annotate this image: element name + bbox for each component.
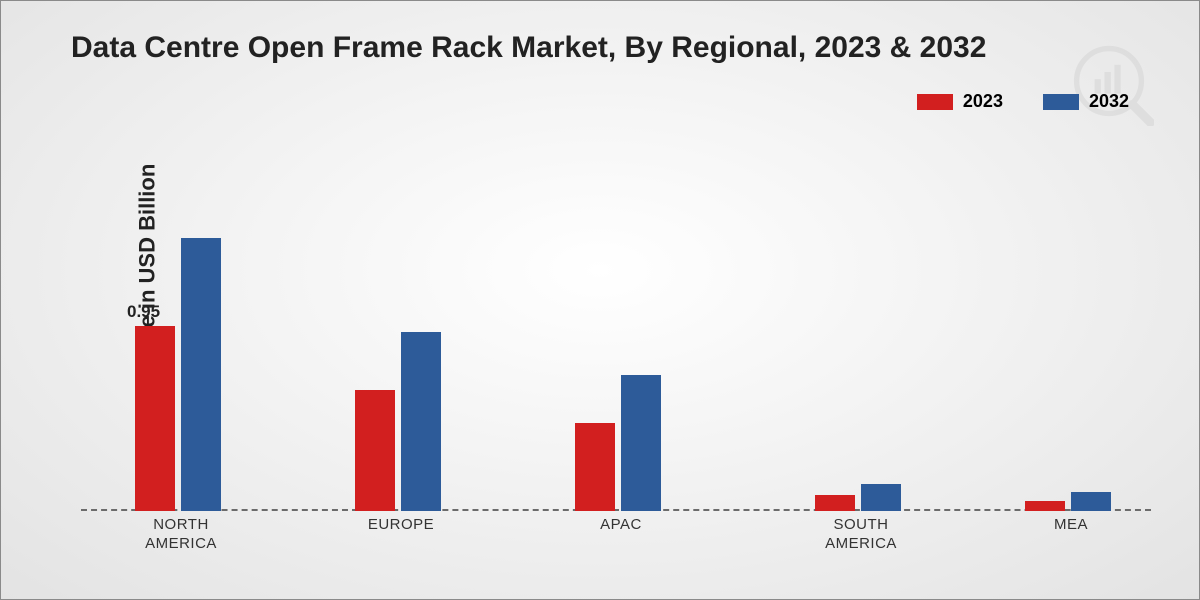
- x-tick-label: NORTH AMERICA: [111, 516, 251, 554]
- x-axis-ticks: NORTH AMERICA EUROPE APAC SOUTH AMERICA MEA: [81, 516, 1151, 576]
- x-tick-label: APAC: [551, 516, 691, 535]
- bar-2032: [181, 238, 221, 511]
- bar-2032: [621, 375, 661, 511]
- bar-2032: [861, 484, 901, 511]
- chart-canvas: Data Centre Open Frame Rack Market, By R…: [0, 0, 1200, 600]
- legend: 2023 2032: [917, 91, 1129, 112]
- legend-swatch-2023: [917, 94, 953, 110]
- x-tick-label: EUROPE: [331, 516, 471, 535]
- legend-item-2032: 2032: [1043, 91, 1129, 112]
- x-tick-label: SOUTH AMERICA: [791, 516, 931, 554]
- bar-2023: [355, 390, 395, 511]
- x-tick-label: MEA: [1001, 516, 1141, 535]
- legend-label-2023: 2023: [963, 91, 1003, 112]
- bar-2023: [815, 495, 855, 511]
- plot-area: 0.95: [81, 141, 1151, 511]
- watermark-logo-icon: [1064, 36, 1154, 126]
- legend-label-2032: 2032: [1089, 91, 1129, 112]
- bar-2023: [575, 423, 615, 511]
- bar-2023: [1025, 501, 1065, 511]
- x-axis-baseline: [81, 509, 1151, 511]
- legend-swatch-2032: [1043, 94, 1079, 110]
- legend-item-2023: 2023: [917, 91, 1003, 112]
- bar-value-label: 0.95: [127, 302, 160, 322]
- bar-2032: [401, 332, 441, 511]
- chart-title: Data Centre Open Frame Rack Market, By R…: [71, 31, 986, 65]
- bar-2023: [135, 326, 175, 511]
- bar-2032: [1071, 492, 1111, 511]
